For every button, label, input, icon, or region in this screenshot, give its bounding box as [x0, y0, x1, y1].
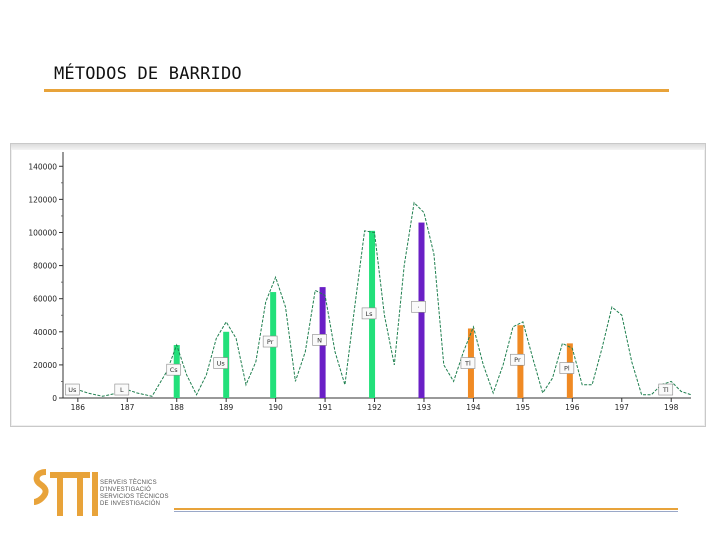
peak-label-box — [460, 357, 476, 369]
peak-label-box — [559, 362, 575, 374]
peak-label-text: N — [317, 336, 322, 344]
title-underline — [44, 89, 669, 92]
peak-label-text: · — [417, 303, 419, 311]
peak-label-text: Us — [217, 360, 226, 368]
mass-spectrum-chart: 0 20000 40000 60000 80000 100000 120000 140000 1… — [28, 152, 692, 412]
stti-logo-mark — [33, 469, 98, 516]
x-tick-label: 186 — [71, 403, 86, 412]
peak-label-text: Tl — [662, 386, 669, 394]
y-tick-label: 100000 — [28, 228, 57, 237]
y-tick-label: 60000 — [33, 295, 57, 304]
y-tick-label: 120000 — [28, 195, 57, 204]
peak-label-box — [411, 300, 426, 313]
x-tick-label: 187 — [120, 403, 135, 412]
peak-label: · — [411, 300, 426, 313]
peak-label-box — [312, 334, 327, 346]
y-tick-label: 140000 — [28, 162, 57, 171]
peak-label-box — [114, 383, 130, 396]
peak-label-box — [510, 353, 525, 366]
peak-label: Pr — [510, 353, 525, 366]
logo-line: DE INVESTIGACIÓN — [100, 501, 161, 507]
page-title: MÉTODOS DE BARRIDO — [54, 64, 242, 84]
peak-label: Us — [65, 383, 80, 396]
chart-toolbar-strip — [11, 144, 705, 150]
chart-trace — [67, 201, 692, 397]
peak-label-text: Pr — [514, 356, 521, 364]
peak-label: Pr — [262, 335, 278, 348]
logo-line: SERVICIOS TÉCNICOS — [100, 494, 169, 500]
footer-divider — [174, 508, 678, 510]
x-tick-label: 197 — [615, 403, 630, 412]
x-tick-label: 192 — [367, 403, 382, 412]
peak-label-text: L — [120, 386, 124, 394]
peak-label-text: Tl — [464, 360, 471, 368]
peak-label-text: Pr — [267, 338, 274, 346]
peak-label-box — [213, 357, 229, 369]
peak-label-text: Cs — [170, 366, 179, 374]
chart-axes: 0 20000 40000 60000 80000 100000 120000 140000 1… — [28, 152, 691, 412]
peak-label-box — [658, 383, 674, 396]
x-tick-label: 198 — [664, 403, 679, 412]
peak-label-text: Us — [68, 386, 77, 394]
peak-label-box — [166, 363, 182, 376]
peak-label-box — [262, 335, 278, 348]
peak-label: N — [312, 334, 327, 346]
x-tick-label: 194 — [466, 403, 481, 412]
y-tick-label: 40000 — [33, 328, 57, 337]
logo-caption: SERVEIS TÈCNICS D'INVESTIGACIÓ SERVICIOS… — [100, 480, 169, 508]
peak-label-box — [361, 307, 377, 320]
peak-label: L — [114, 383, 130, 396]
y-tick-label: 20000 — [33, 361, 57, 370]
chart-peak-labels: Us L Cs Us Pr N Ls · Tl Pr Pl Tl — [65, 300, 674, 396]
peak-label-text: Ls — [366, 310, 374, 318]
chart-panel: 0 20000 40000 60000 80000 100000 120000 140000 1… — [10, 143, 706, 427]
peak-label: Pl — [559, 362, 575, 374]
footer-divider-secondary — [174, 511, 678, 512]
stti-logo — [32, 466, 172, 526]
trace-line — [67, 201, 692, 397]
logo-line: D'INVESTIGACIÓ — [100, 487, 151, 493]
y-tick-label: 0 — [52, 394, 57, 403]
peak-label: Us — [213, 357, 229, 369]
x-tick-label: 191 — [318, 403, 333, 412]
x-tick-label: 188 — [170, 403, 185, 412]
x-tick-label: 193 — [417, 403, 432, 412]
y-tick-label: 80000 — [33, 262, 57, 271]
x-tick-label: 195 — [516, 403, 531, 412]
peak-label: Tl — [460, 357, 476, 369]
peak-label-box — [65, 383, 80, 396]
peak-label: Tl — [658, 383, 674, 396]
x-tick-label: 196 — [565, 403, 580, 412]
x-tick-label: 189 — [219, 403, 234, 412]
logo-line: SERVEIS TÈCNICS — [100, 480, 157, 486]
x-tick-label: 190 — [268, 403, 283, 412]
peak-label: Ls — [361, 307, 377, 320]
peak-label-text: Pl — [564, 365, 570, 373]
peak-label: Cs — [166, 363, 182, 376]
